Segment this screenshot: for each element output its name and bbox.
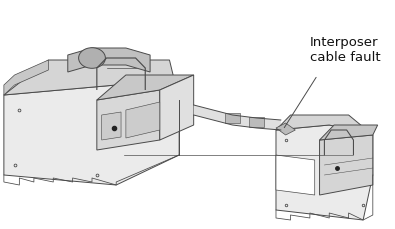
- Polygon shape: [4, 60, 49, 95]
- Polygon shape: [194, 105, 281, 130]
- Polygon shape: [249, 117, 264, 127]
- Polygon shape: [276, 123, 295, 135]
- Polygon shape: [276, 125, 373, 220]
- Polygon shape: [68, 48, 150, 72]
- Ellipse shape: [79, 48, 105, 68]
- Polygon shape: [320, 125, 378, 140]
- Polygon shape: [276, 115, 373, 135]
- Polygon shape: [126, 102, 160, 138]
- Polygon shape: [160, 75, 194, 140]
- Polygon shape: [276, 155, 315, 195]
- Polygon shape: [97, 75, 194, 100]
- Text: Interposer
cable fault: Interposer cable fault: [310, 36, 380, 64]
- Polygon shape: [4, 85, 179, 185]
- Polygon shape: [4, 60, 179, 100]
- Polygon shape: [102, 112, 121, 140]
- Polygon shape: [97, 90, 160, 150]
- Polygon shape: [320, 135, 373, 195]
- Polygon shape: [225, 113, 240, 123]
